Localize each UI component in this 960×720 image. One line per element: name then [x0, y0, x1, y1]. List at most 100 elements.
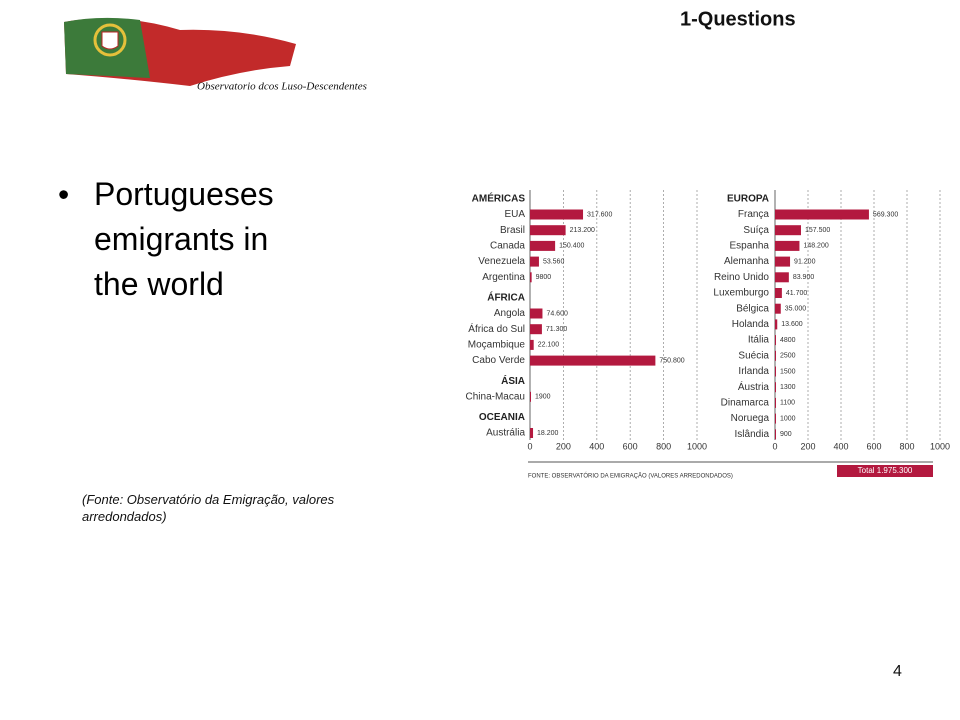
category-label: Suíça [743, 225, 769, 236]
bar [530, 355, 656, 366]
group-heading: ÁFRICA [487, 291, 525, 304]
x-tick-label: 0 [527, 441, 532, 451]
bar [775, 366, 776, 377]
value-label: 71.300 [546, 326, 568, 333]
bar [530, 339, 534, 350]
category-label: China-Macau [466, 391, 525, 402]
bar [775, 288, 782, 298]
category-label: Angola [494, 308, 526, 319]
x-tick-label: 400 [833, 441, 848, 451]
value-label: 1300 [780, 384, 796, 391]
total-box [837, 465, 933, 477]
x-tick-label: 800 [656, 441, 671, 451]
category-label: Dinamarca [721, 398, 770, 409]
bar [775, 209, 869, 220]
category-label: Espanha [730, 241, 770, 252]
bar [775, 397, 776, 408]
value-label: 148.200 [803, 243, 828, 250]
bar [530, 308, 543, 319]
value-label: 150.400 [559, 243, 584, 250]
heading: 1-Questions [680, 8, 796, 30]
category-label: Moçambique [468, 340, 526, 351]
category-label: Austrália [486, 428, 525, 439]
logo-caption: Observatorio dcos Luso-Descendentes [197, 81, 367, 93]
bar [530, 256, 539, 267]
x-tick-label: 1000 [930, 441, 950, 451]
category-label: Brasil [500, 225, 525, 236]
bar [775, 319, 778, 330]
category-label: Alemanha [724, 256, 769, 267]
group-heading: ÁSIA [501, 374, 525, 387]
bar [775, 225, 801, 236]
bar [775, 429, 776, 440]
value-label: 13.600 [781, 321, 803, 328]
bullet-text: Portugueses emigrants in the world [94, 176, 283, 302]
value-label: 35.000 [785, 306, 807, 313]
value-label: 213.200 [570, 227, 595, 234]
bar [775, 272, 789, 283]
value-label: 1100 [780, 400, 795, 407]
value-label: 900 [780, 431, 792, 438]
bar [775, 382, 776, 393]
value-label: 2500 [780, 353, 796, 360]
total: Total 1.975.300 [858, 466, 913, 475]
category-label: Venezuela [478, 256, 525, 267]
value-label: 91.200 [794, 258, 816, 265]
value-label: 1500 [780, 368, 796, 375]
value-label: 569.300 [873, 211, 898, 218]
bar [775, 413, 776, 424]
bar [530, 428, 534, 438]
category-label: Noruega [731, 413, 770, 424]
x-tick-label: 200 [800, 441, 815, 451]
category-label: EUA [504, 209, 525, 220]
x-tick-label: 600 [623, 441, 638, 451]
category-label: Reino Unido [714, 272, 769, 283]
bar [530, 225, 566, 236]
bar [530, 272, 532, 283]
bar [775, 335, 776, 346]
value-label: 1000 [780, 415, 796, 422]
category-label: Irlanda [738, 366, 769, 377]
category-label: Canada [490, 241, 525, 252]
value-label: 41.700 [786, 290, 808, 297]
bar [775, 256, 791, 267]
group-heading: OCEANIA [479, 412, 525, 423]
value-label: 1900 [535, 394, 551, 401]
bar [530, 324, 542, 335]
category-label: Itália [748, 335, 770, 346]
value-label: 53.560 [543, 258, 565, 265]
bar [530, 240, 556, 251]
value-label: 9800 [536, 274, 552, 281]
source: FONTE: OBSERVATÓRIO DA EMIGRAÇÃO (VALORE… [528, 473, 733, 480]
page-number: 4 [893, 663, 902, 680]
x-tick-label: 0 [772, 441, 777, 451]
x-tick-label: 800 [899, 441, 914, 451]
bar [530, 209, 584, 220]
x-tick-label: 600 [866, 441, 881, 451]
logo-flag [64, 17, 296, 86]
category-label: Argentina [482, 272, 525, 283]
bar [775, 240, 800, 251]
category-label: Bélgica [736, 303, 769, 314]
value-label: 83.900 [793, 274, 815, 281]
bar [530, 391, 531, 402]
bullet-marker: • [58, 176, 69, 212]
x-tick-label: 400 [589, 441, 604, 451]
bar [775, 303, 781, 314]
group-heading: AMÉRICAS [472, 192, 526, 205]
category-label: Áustria [738, 380, 770, 393]
x-tick-label: 1000 [687, 441, 707, 451]
category-label: França [738, 209, 770, 220]
footnote: (Fonte: Observatório da Emigração, valor… [82, 492, 338, 524]
category-label: Luxemburgo [713, 288, 769, 299]
group-heading: EUROPA [727, 194, 769, 205]
value-label: 18.200 [537, 430, 559, 437]
value-label: 157.500 [805, 227, 830, 234]
category-label: Suécia [738, 350, 769, 361]
value-label: 750.800 [659, 357, 684, 364]
category-label: Holanda [732, 319, 770, 330]
bar [775, 350, 776, 361]
value-label: 22.100 [538, 342, 560, 349]
value-label: 4800 [780, 337, 796, 344]
